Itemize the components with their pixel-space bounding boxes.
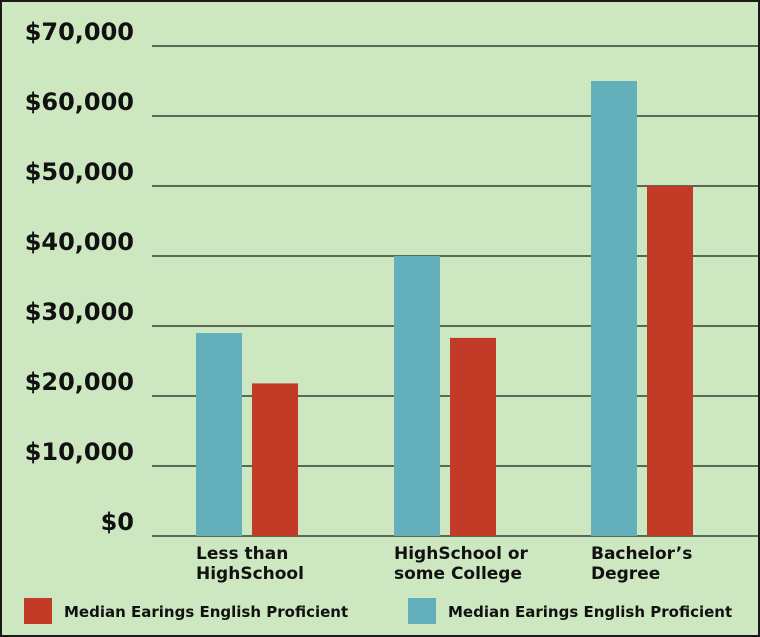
legend-swatch xyxy=(408,598,436,624)
y-tick-label: $50,000 xyxy=(25,158,134,186)
y-tick-label: $60,000 xyxy=(25,88,134,116)
y-tick-label: $30,000 xyxy=(25,298,134,326)
category-label: Bachelor’s xyxy=(591,544,692,564)
category-label: Less than xyxy=(196,544,288,564)
y-tick-label: $70,000 xyxy=(25,18,134,46)
bar xyxy=(252,383,298,536)
y-axis-tick-labels: $0 $10,000 $20,000 $30,000 $40,000 $50,000 $60… xyxy=(25,18,134,536)
bars xyxy=(196,81,693,536)
legend-label: Median Earings English Proficient xyxy=(64,603,348,621)
legend-label: Median Earings English Proficient xyxy=(448,603,732,621)
bar xyxy=(196,333,242,536)
bar xyxy=(647,186,693,536)
category-label: HighSchool or xyxy=(394,544,529,564)
y-tick-label: $20,000 xyxy=(25,368,134,396)
bar xyxy=(450,337,496,536)
bar xyxy=(394,256,440,536)
bar xyxy=(591,81,637,536)
category-label: HighSchool xyxy=(196,564,304,584)
legend-swatch xyxy=(24,598,52,624)
category-label: some College xyxy=(394,564,522,584)
y-tick-label: $0 xyxy=(101,508,134,536)
legend: Median Earings English Proficient Median … xyxy=(24,598,732,624)
y-tick-label: $40,000 xyxy=(25,228,134,256)
y-tick-label: $10,000 xyxy=(25,438,134,466)
category-label: Degree xyxy=(591,564,660,584)
